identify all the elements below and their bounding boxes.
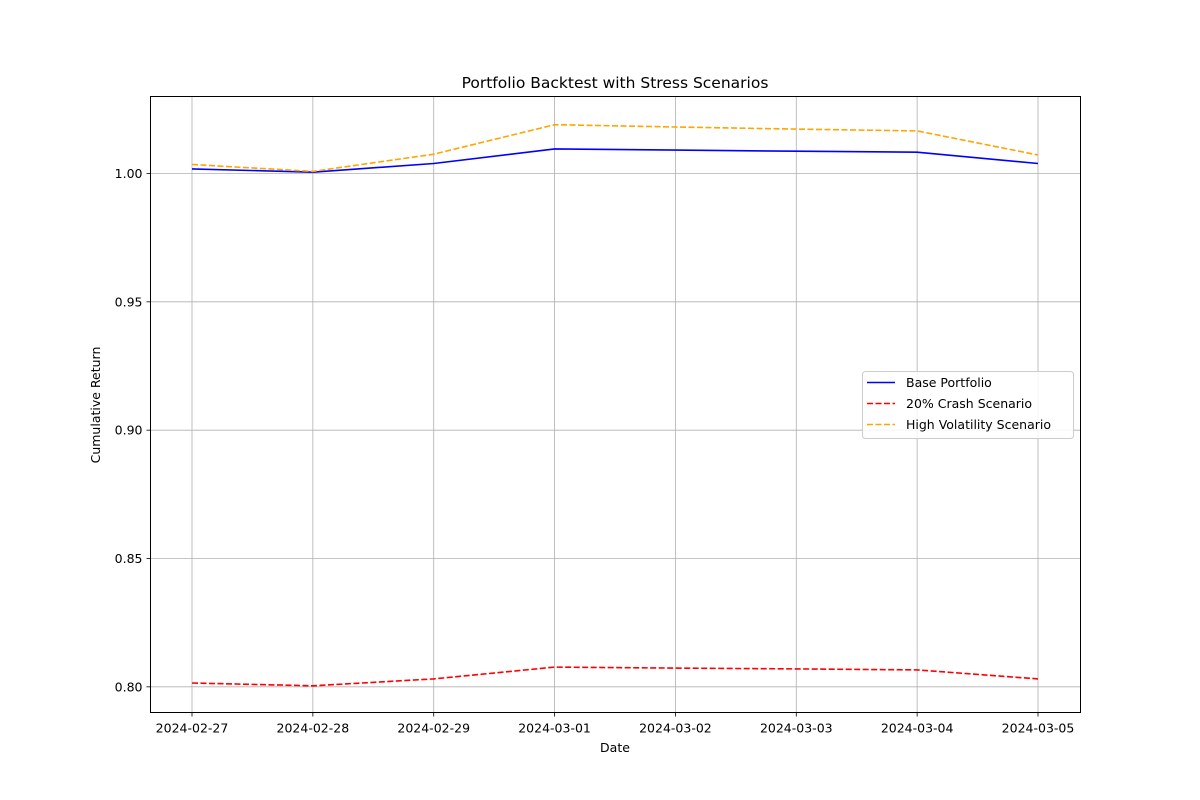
plot-area-frame — [150, 96, 1081, 713]
y-axis-label: Cumulative Return — [88, 347, 103, 464]
x-tick-label: 2024-02-27 — [156, 721, 229, 736]
y-tick-label: 0.90 — [115, 423, 143, 438]
tick-layer: 2024-02-27 2024-02-28 2024-02-29 2024-03-01… — [115, 166, 1075, 736]
grid-layer — [150, 96, 1081, 713]
series-layer — [191, 123, 1039, 687]
legend-label-2: 20% Crash Scenario — [906, 396, 1032, 411]
y-tick-label: 0.95 — [115, 294, 143, 309]
x-tick-label: 2024-03-02 — [639, 721, 712, 736]
x-tick-label: 2024-03-01 — [518, 721, 591, 736]
series-line-3 — [191, 123, 1039, 173]
y-tick-label: 1.00 — [115, 166, 143, 181]
x-tick-label: 2024-03-04 — [881, 721, 954, 736]
x-tick-label: 2024-03-05 — [1002, 721, 1075, 736]
x-tick-label: 2024-03-03 — [760, 721, 833, 736]
legend-label-1: Base Portfolio — [906, 375, 992, 390]
legend: Base Portfolio 20% Crash Scenario High Vol… — [862, 371, 1074, 439]
series-line-2 — [191, 666, 1039, 687]
x-tick-label: 2024-02-28 — [277, 721, 350, 736]
series-line-1 — [191, 148, 1039, 173]
legend-label-3: High Volatility Scenario — [906, 417, 1051, 432]
x-tick-label: 2024-02-29 — [397, 721, 470, 736]
y-tick-label: 0.85 — [115, 551, 143, 566]
y-tick-label: 0.80 — [115, 679, 143, 694]
chart-title: Portfolio Backtest with Stress Scenarios — [462, 74, 769, 92]
x-axis-label: Date — [600, 740, 630, 755]
legend-box — [862, 371, 1074, 439]
